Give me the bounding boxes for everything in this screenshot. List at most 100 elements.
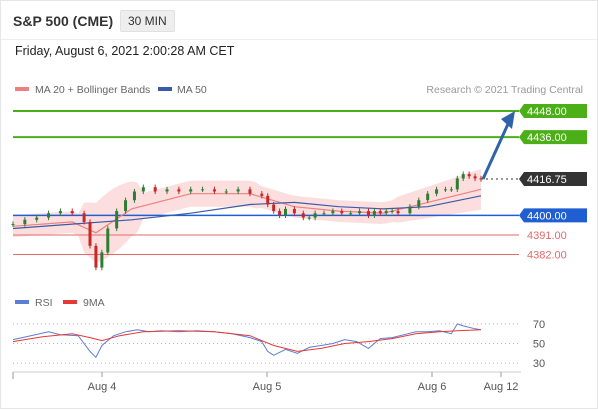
level-tag-target [519,130,587,145]
ma50-line [12,195,482,230]
price-candle [479,178,483,180]
price-candle [384,211,388,214]
price-candle [141,187,145,192]
x-tick-label: Aug 6 [418,381,447,393]
price-candle [23,219,27,225]
rsi-tick-label: 50 [533,339,545,351]
price-candle [266,195,270,205]
price-candle [366,211,370,216]
price-candle [340,211,344,214]
price-candle [106,228,110,253]
price-candle [88,221,92,246]
price-candle [153,187,157,192]
price-candle [349,213,353,215]
timeframe-button[interactable]: 30 MIN [120,10,175,32]
rsi-ma9-line [12,329,482,352]
price-candle [301,213,305,218]
price-candle [132,191,136,201]
price-candle [260,193,264,196]
ma20-legend-swatch [15,87,29,91]
rsi-tick-label: 30 [533,358,545,370]
price-candle [124,200,128,212]
x-tick-label: Aug 5 [253,381,282,393]
title-bar: S&P 500 (CME) 30 MIN [1,1,597,40]
rsi-plot: 30 50 70 [12,319,545,370]
x-axis: Aug 4 Aug 5 Aug 6 Aug 12 [12,372,519,393]
price-candle [449,189,453,191]
price-candle [396,211,400,214]
price-candle [58,211,62,214]
price-candle [331,211,335,214]
price-candle [212,189,216,192]
level-tag-target [519,104,587,119]
price-candle [248,189,252,194]
ma50-legend-swatch [158,87,172,91]
price-candle [390,211,394,213]
ma9-legend-label: 9MA [83,297,105,309]
price-candle [307,217,311,219]
price-plot: 4448.00 4436.00 4416.75 4400.00 4391.00 4382.… [11,104,587,271]
price-candle [292,208,296,214]
price-candle [100,252,104,268]
ma50-legend-label: MA 50 [177,84,207,96]
price-candle [372,211,376,216]
level-tag-pivot [519,208,587,223]
price-candle [70,211,74,214]
price-candle [35,217,39,220]
bollinger-band-area [13,168,481,263]
price-candle [201,189,205,191]
rsi-legend-label: RSI [35,297,53,309]
credit-label: Research © 2021 Trading Central [426,84,583,96]
price-candle [443,189,447,191]
price-candle [272,204,276,212]
datetime-label: Friday, August 6, 2021 2:00:28 AM CET [15,44,235,58]
support-level-label: 4382.00 [527,250,567,262]
level-tag-label: 4400.00 [527,210,567,222]
price-candle [426,193,430,201]
price-candle [408,206,412,214]
price-candle [177,189,181,192]
price-candle [94,245,98,268]
price-candle [47,213,51,218]
price-candle [461,174,465,179]
price-candle [455,178,459,190]
forecast-arrow-head [501,111,515,130]
level-tag-label: 4416.75 [527,174,567,186]
support-level-label: 4391.00 [527,230,567,242]
price-candle [82,213,86,222]
price-candle [467,174,471,177]
level-tag-label: 4448.00 [527,106,567,118]
price-candle [236,189,240,192]
rsi-legend-swatch [15,300,29,304]
forecast-arrow-shaft [481,123,510,180]
price-candle [115,211,119,229]
forecast-arrow [481,111,515,180]
bollinger-band [13,168,481,263]
ma9-legend-swatch [63,300,77,304]
price-candle [189,189,193,192]
price-candle [417,200,421,207]
ma20-legend-label: MA 20 + Bollinger Bands [35,84,150,96]
price-candle [322,213,326,215]
price-candle [435,189,439,194]
price-candle [313,213,317,218]
price-series [11,171,483,271]
ticker-title: S&P 500 (CME) [13,13,114,29]
price-candle [378,211,382,214]
level-tags: 4448.00 4436.00 4416.75 4400.00 4391.00 4382.… [519,104,587,262]
price-candle [358,211,362,214]
price-candle [473,176,477,179]
price-candle [224,191,228,193]
price-candle [278,211,282,216]
rsi-line [12,323,482,359]
price-candle [165,189,169,192]
x-tick-label: Aug 12 [484,381,519,393]
x-tick-label: Aug 4 [88,381,117,393]
level-tag-current [519,171,587,186]
rsi-tick-label: 70 [533,319,545,331]
price-candle [11,224,15,226]
level-tag-label: 4436.00 [527,132,567,144]
price-candle [284,208,288,216]
